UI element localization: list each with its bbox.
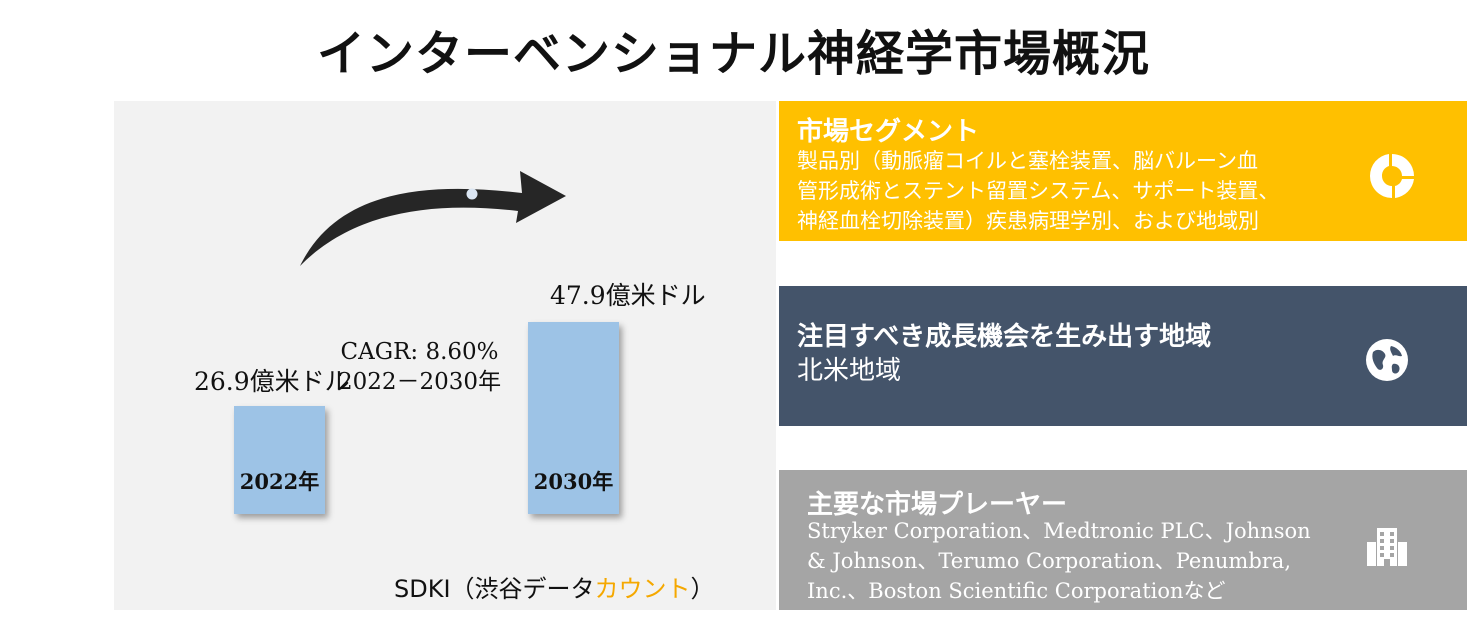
cagr-annotation: CAGR: 8.60% 2022－2030年 <box>338 337 501 397</box>
source-prefix: SDKI（渋谷データ <box>394 575 595 603</box>
segments-line: 神経血栓切除装置）疾患病理学別、および地域別 <box>797 209 1259 233</box>
source-suffix: ） <box>690 575 715 603</box>
players-box: 主要な市場プレーヤー Stryker Corporation、Medtronic… <box>779 470 1467 610</box>
source-credit: SDKI（渋谷データカウント） <box>394 569 715 604</box>
bar-year-label-2022: 2022年 <box>239 468 320 494</box>
bar-year-label-2030: 2030年 <box>533 468 614 494</box>
region-box: 注目すべき成長機会を生み出す地域 北米地域 <box>779 286 1467 426</box>
segments-line: 製品別（動脈瘤コイルと塞栓装置、脳バルーン血 <box>797 149 1258 173</box>
value-label-2022: 26.9億米ドル <box>194 367 350 397</box>
players-text: Stryker Corporation、Medtronic PLC、Johnso… <box>807 516 1311 606</box>
donut-chart-icon <box>1369 154 1414 198</box>
bar-2030: 2030年 <box>528 322 619 514</box>
globe-icon <box>1366 339 1408 381</box>
arrow-dot <box>466 188 478 200</box>
segments-box: 市場セグメント 製品別（動脈瘤コイルと塞栓装置、脳バルーン血 管形成術とステント… <box>779 101 1467 241</box>
growth-arrow-shape <box>300 171 566 266</box>
cagr-period: 2022－2030年 <box>338 369 502 395</box>
cagr-value: CAGR: 8.60% <box>340 339 499 365</box>
market-size-chart: 2022年 2030年 26.9億米ドル 47.9億米ドル CAGR: 8.60… <box>114 101 776 610</box>
value-label-2030: 47.9億米ドル <box>550 281 706 311</box>
players-line: Stryker Corporation、Medtronic PLC、Johnso… <box>807 519 1311 543</box>
growth-arrow <box>300 171 566 266</box>
segments-text: 製品別（動脈瘤コイルと塞栓装置、脳バルーン血 管形成術とステント留置システム、サ… <box>797 146 1279 236</box>
players-line: & Johnson、Terumo Corporation、Penumbra, <box>807 549 1291 573</box>
region-value: 北米地域 <box>797 356 902 386</box>
players-line: Inc.、Boston Scientific Corporationなど <box>807 579 1226 603</box>
segments-line: 管形成術とステント留置システム、サポート装置、 <box>797 179 1280 203</box>
source-accent: カウント <box>594 575 691 603</box>
region-heading: 注目すべき成長機会を生み出す地域 <box>797 322 1212 352</box>
bar-2022: 2022年 <box>234 406 325 514</box>
page-title: インターベンショナル神経学市場概況 <box>316 26 1150 82</box>
building-icon <box>1367 528 1407 566</box>
segments-heading: 市場セグメント <box>797 117 980 147</box>
players-heading: 主要な市場プレーヤー <box>807 490 1068 520</box>
